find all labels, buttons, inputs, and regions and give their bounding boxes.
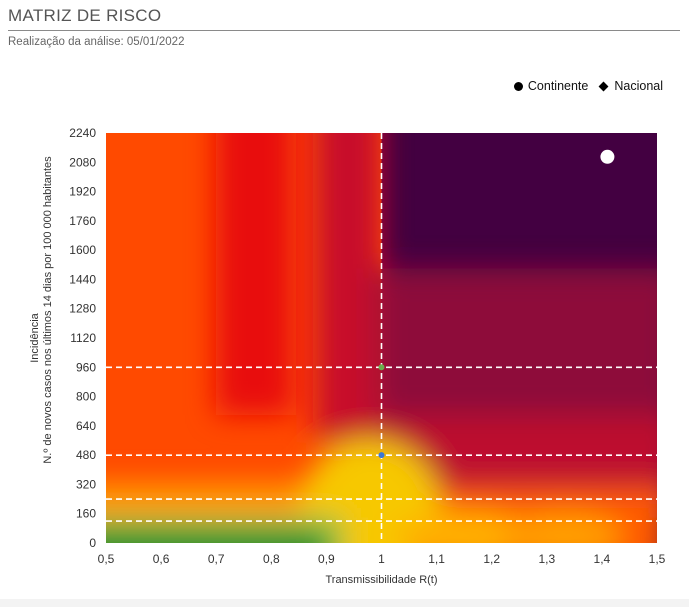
x-tick-label: 0,7 <box>208 552 225 566</box>
y-tick-label: 960 <box>76 360 96 374</box>
x-tick-label: 1,1 <box>428 552 445 566</box>
x-tick-label: 0,9 <box>318 552 335 566</box>
x-tick-label: 1 <box>378 552 385 566</box>
threshold-marker-480 <box>378 452 385 459</box>
y-tick-label: 2080 <box>69 155 96 169</box>
y-tick-label: 480 <box>76 448 96 462</box>
heat-green-band <box>106 530 327 543</box>
x-tick-label: 0,5 <box>98 552 115 566</box>
heat-red-band <box>216 133 294 415</box>
x-tick-label: 1,3 <box>538 552 555 566</box>
heat-crimson-band <box>315 133 382 443</box>
y-axis-title-line1: Incidência <box>29 312 41 362</box>
x-tick-label: 1,4 <box>594 552 611 566</box>
heat-yellow-right <box>394 511 535 543</box>
y-tick-label: 1600 <box>69 243 96 257</box>
x-tick-label: 1,5 <box>649 552 666 566</box>
legend-item-continente: Continente <box>513 79 589 93</box>
heat-yellow-right2 <box>503 513 624 543</box>
y-tick-label: 160 <box>76 507 96 521</box>
data-marks <box>378 149 615 459</box>
y-tick-label: 2240 <box>69 126 96 140</box>
y-tick-label: 0 <box>89 536 96 550</box>
footer-band <box>0 599 689 607</box>
y-tick-label: 320 <box>76 477 96 491</box>
y-tick-label: 640 <box>76 419 96 433</box>
page-title: MATRIZ DE RISCO <box>8 6 680 31</box>
threshold-marker-960 <box>378 364 385 371</box>
x-tick-label: 1,2 <box>483 552 500 566</box>
y-tick-label: 1280 <box>69 302 96 316</box>
risk-heatmap <box>106 133 657 543</box>
point-continente <box>600 149 615 164</box>
x-axis-title: Transmissibilidade R(t) <box>325 574 437 586</box>
circle-marker-icon <box>513 81 523 91</box>
legend: Continente Nacional <box>513 79 663 93</box>
y-axis-title-line2: N.º de novos casos nos últimos 14 dias p… <box>42 156 54 464</box>
x-tick-label: 0,6 <box>153 552 170 566</box>
x-tick-label: 0,8 <box>263 552 280 566</box>
legend-label-continente: Continente <box>527 79 589 93</box>
y-tick-label: 800 <box>76 390 96 404</box>
heat-yellow-blob <box>300 438 441 543</box>
legend-item-nacional: Nacional <box>598 79 663 93</box>
y-axis-ticks: 0 160 320 480 640 800 960 1120 1280 1440 1600 1760 1… <box>69 126 96 550</box>
y-tick-label: 1920 <box>69 185 96 199</box>
x-axis-ticks: 0,5 0,6 0,7 0,8 0,9 1 1,1 1,2 1,3 1,4 1,5 <box>98 552 666 566</box>
y-tick-label: 1440 <box>69 272 96 286</box>
y-tick-label: 1760 <box>69 214 96 228</box>
analysis-date: Realização da análise: 05/01/2022 <box>8 36 185 48</box>
y-tick-label: 1120 <box>70 331 96 345</box>
chart-header: MATRIZ DE RISCO Realização da análise: 0… <box>8 6 680 48</box>
legend-label-nacional: Nacional <box>614 79 663 93</box>
heat-blend <box>106 133 657 543</box>
